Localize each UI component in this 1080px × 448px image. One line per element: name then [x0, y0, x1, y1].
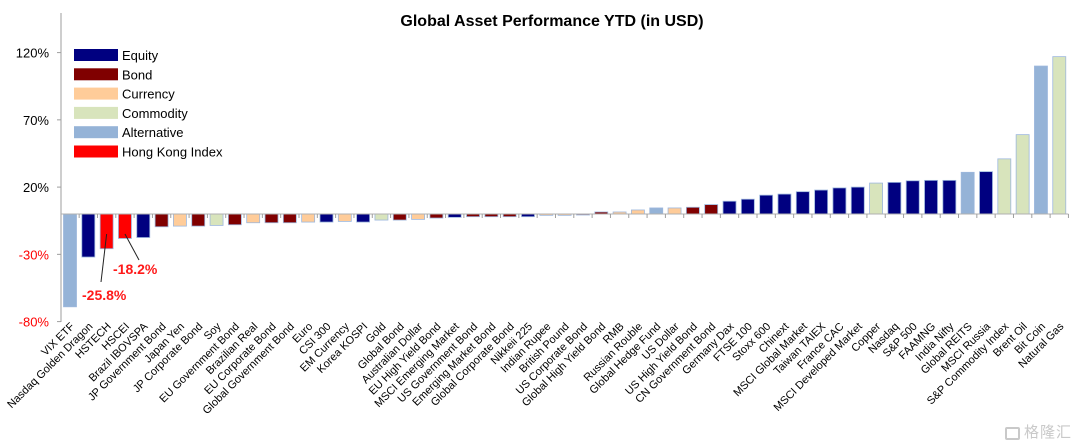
legend-label: Commodity — [122, 106, 188, 121]
bar — [887, 181, 902, 215]
bar — [447, 213, 462, 218]
bar — [356, 213, 371, 223]
bar — [1015, 134, 1030, 215]
legend-label: Alternative — [122, 125, 183, 140]
bar — [246, 213, 261, 224]
legend-label: Hong Kong Index — [122, 145, 223, 160]
annotation-leader-line — [124, 233, 140, 261]
bar — [319, 213, 334, 223]
y-axis: 120% 70% 20% -30% -80% — [16, 13, 62, 330]
y-tick-label: 20% — [23, 180, 49, 195]
bar — [869, 182, 883, 215]
legend-swatch — [74, 87, 118, 100]
bar — [722, 200, 737, 215]
annotation-leader-line — [100, 233, 108, 283]
bar — [154, 213, 169, 228]
bar — [374, 213, 389, 221]
bar — [429, 213, 444, 219]
bars — [63, 56, 1067, 308]
legend-label: Equity — [122, 48, 159, 63]
bar — [301, 213, 316, 223]
bar — [649, 207, 664, 215]
watermark: 格隆汇 — [1004, 421, 1072, 442]
bar — [63, 213, 77, 308]
bar — [191, 213, 206, 227]
bar — [832, 187, 847, 215]
bar — [99, 213, 114, 250]
bar — [1034, 65, 1048, 215]
bar — [997, 158, 1012, 215]
bar — [136, 213, 151, 238]
annotations: -25.8% -18.2% — [82, 233, 158, 303]
bar — [81, 213, 96, 258]
bar — [227, 213, 242, 226]
bar — [209, 213, 224, 226]
y-tick-label: 120% — [16, 46, 50, 61]
legend-swatch — [74, 68, 118, 81]
y-tick-label: -30% — [19, 247, 50, 262]
y-tick-label: 70% — [23, 113, 49, 128]
bar — [1052, 56, 1067, 215]
legend-swatch — [74, 49, 118, 61]
legend-swatch — [74, 106, 118, 119]
bar — [392, 213, 407, 221]
bar — [704, 204, 719, 215]
bar — [814, 189, 829, 215]
bar — [924, 179, 938, 215]
watermark-text: 格隆汇 — [1023, 423, 1072, 441]
bar — [740, 198, 755, 215]
annotation-label: -25.8% — [82, 287, 127, 303]
bar — [795, 191, 810, 215]
bar — [282, 213, 297, 224]
bar — [777, 193, 792, 215]
chart-title: Global Asset Performance YTD (in USD) — [400, 13, 703, 30]
bar — [905, 180, 920, 215]
legend: Equity Bond Currency Commodity Alternative Ho… — [74, 48, 223, 160]
legend-swatch — [74, 126, 118, 139]
bar — [759, 194, 774, 215]
watermark-logo-icon — [1004, 427, 1020, 440]
x-tick-label: Nasdaq Golden Dragon — [5, 321, 95, 411]
bar — [264, 213, 279, 224]
bar — [850, 186, 865, 215]
bar — [667, 207, 682, 215]
bar — [942, 179, 957, 215]
bar — [337, 213, 352, 222]
legend-swatch — [74, 145, 118, 158]
legend-label: Currency — [122, 87, 175, 102]
legend-label: Bond — [122, 67, 152, 82]
bar — [631, 209, 645, 215]
y-tick-label: -80% — [19, 315, 50, 330]
bar — [979, 171, 993, 215]
bar — [173, 213, 187, 227]
bar — [960, 171, 975, 215]
annotation-label: -18.2% — [113, 261, 158, 277]
bar — [685, 206, 700, 215]
bar — [411, 213, 425, 220]
